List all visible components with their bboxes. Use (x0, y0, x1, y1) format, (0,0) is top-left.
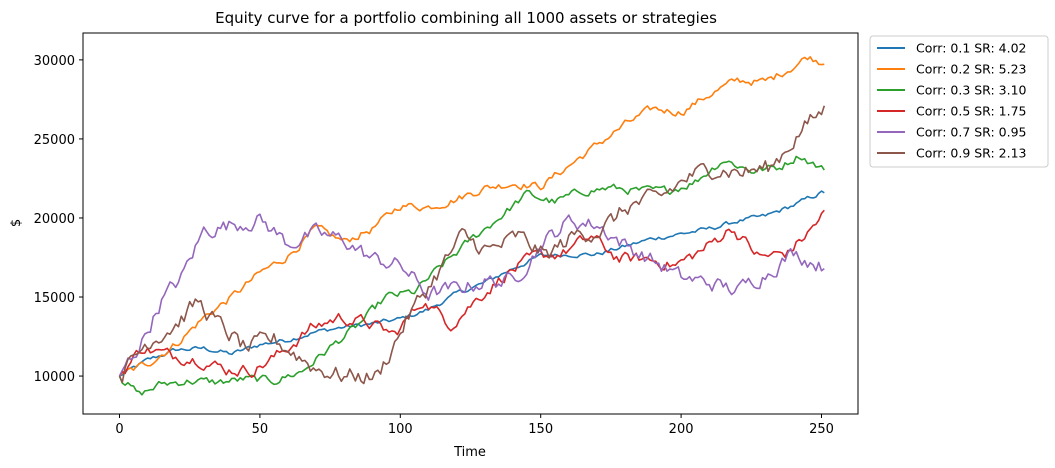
x-axis: 0 50 100 150 200 250 (115, 414, 834, 437)
y-axis: 10000 15000 20000 25000 30000 (34, 54, 83, 385)
x-tick-label: 100 (388, 422, 413, 437)
series-line-5 (118, 213, 825, 377)
chart-title: Equity curve for a portfolio combining a… (215, 9, 717, 27)
y-tick-label: 30000 (34, 54, 75, 69)
series-line-2 (118, 56, 825, 377)
x-tick-label: 50 (252, 422, 269, 437)
x-axis-label: Time (453, 445, 486, 460)
series-lines (118, 56, 826, 396)
x-tick-label: 150 (528, 422, 553, 437)
y-tick-label: 10000 (34, 370, 75, 385)
x-tick-label: 200 (669, 422, 694, 437)
legend-label: Corr: 0.2 SR: 5.23 (916, 62, 1027, 77)
plot-frame (82, 32, 859, 415)
legend-label: Corr: 0.5 SR: 1.75 (916, 104, 1027, 119)
series-line-1 (119, 190, 825, 377)
legend: Corr: 0.1 SR: 4.02 Corr: 0.2 SR: 5.23 Corr… (869, 35, 1049, 168)
y-axis-label: $ (9, 219, 24, 227)
y-tick-label: 15000 (34, 291, 75, 306)
legend-label: Corr: 0.3 SR: 3.10 (916, 83, 1027, 98)
series-line-4 (118, 209, 825, 378)
legend-label: Corr: 0.9 SR: 2.13 (916, 146, 1027, 161)
legend-label: Corr: 0.7 SR: 0.95 (916, 125, 1027, 140)
y-tick-label: 20000 (34, 212, 75, 227)
series-line-3 (118, 155, 825, 396)
x-tick-label: 0 (115, 422, 123, 437)
legend-label: Corr: 0.1 SR: 4.02 (916, 41, 1027, 56)
legend-box (869, 35, 1049, 168)
y-tick-label: 25000 (34, 133, 75, 148)
x-tick-label: 250 (809, 422, 834, 437)
series-line-6 (118, 105, 826, 385)
